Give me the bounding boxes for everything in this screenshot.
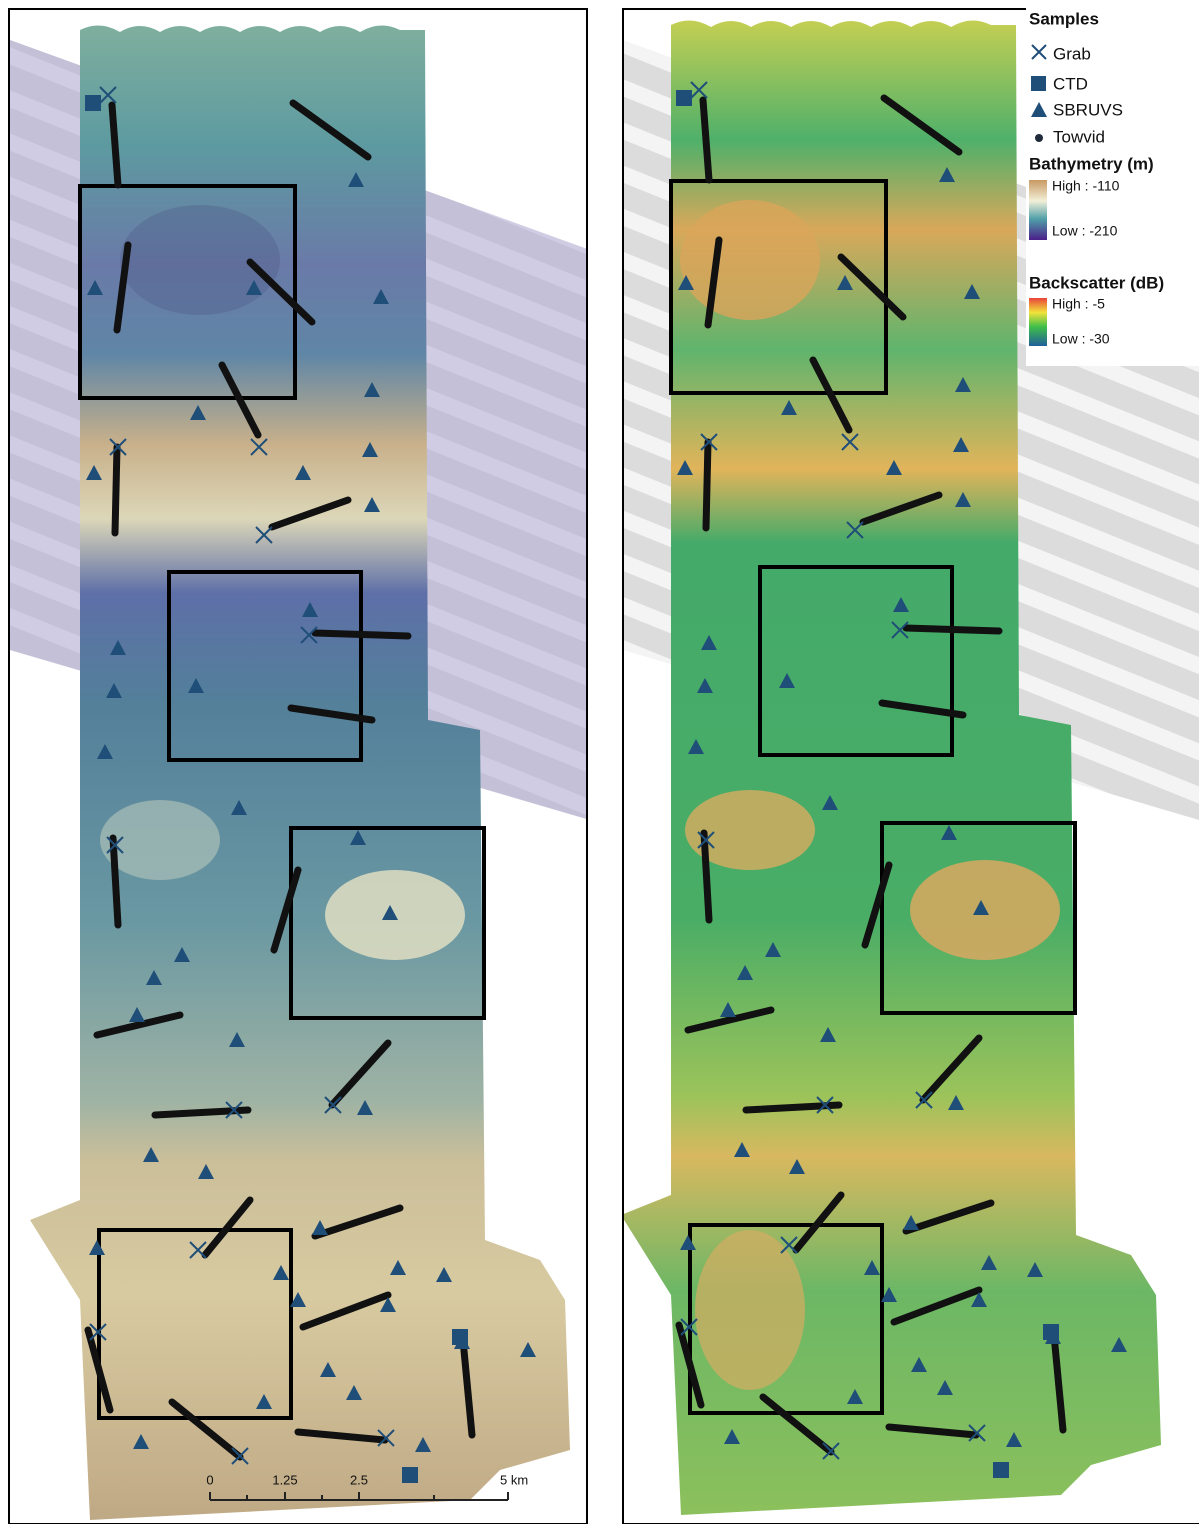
ctd-symbol: [1031, 76, 1046, 91]
ctd-site: [1043, 1324, 1059, 1340]
ctd-site: [85, 95, 101, 111]
towvid-track: [906, 628, 999, 631]
legend-item: SBRUVS: [1053, 100, 1123, 119]
towvid-track: [115, 447, 117, 533]
map-figure: Samples Grab CTD SBRUVS Towvid Bathymetr…: [0, 0, 1199, 1524]
scale-label: 2.5: [350, 1472, 368, 1487]
towvid-track: [704, 833, 709, 920]
towvid-track: [706, 442, 708, 528]
ctd-site: [993, 1462, 1009, 1478]
ctd-site: [402, 1467, 418, 1483]
ctd-site: [452, 1329, 468, 1345]
ramp-label: High : -5: [1052, 296, 1105, 312]
scale-label: 5 km: [500, 1472, 528, 1487]
bathymetry-ramp: [1029, 180, 1047, 240]
legend-item: Towvid: [1053, 127, 1105, 146]
legend-heading: Backscatter (dB): [1029, 273, 1164, 292]
legend: Samples Grab CTD SBRUVS Towvid Bathymetr…: [1026, 4, 1199, 366]
legend-heading: Bathymetry (m): [1029, 154, 1154, 173]
ramp-label: High : -110: [1052, 178, 1120, 194]
legend-item: CTD: [1053, 74, 1088, 93]
scale-label: 1.25: [272, 1472, 297, 1487]
towvid-symbol: [1035, 134, 1043, 142]
legend-title: Samples: [1029, 9, 1099, 28]
scale-label: 0: [206, 1472, 213, 1487]
towvid-track: [315, 633, 408, 636]
towvid-track: [113, 838, 118, 925]
ramp-label: Low : -210: [1052, 223, 1118, 239]
legend-item: Grab: [1053, 44, 1091, 63]
ramp-label: Low : -30: [1052, 331, 1110, 347]
backscatter-ramp: [1029, 298, 1047, 346]
ctd-site: [676, 90, 692, 106]
